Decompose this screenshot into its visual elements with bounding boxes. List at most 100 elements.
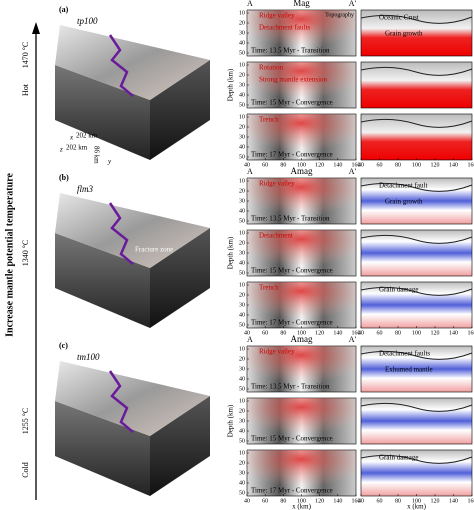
column-title: Mag (293, 0, 310, 8)
property-note: Oceanic Crust (379, 14, 419, 22)
y-tick-label: 50 (239, 154, 245, 160)
x-tick-label: 80 (395, 330, 401, 336)
x-tick-label: 100 (297, 330, 306, 336)
y-tick-label: 40 (239, 428, 245, 434)
y-tick-label: 40 (239, 376, 245, 382)
topography (360, 454, 473, 464)
y-tick-label: 10 (239, 114, 245, 120)
block-side (150, 60, 210, 160)
y-tick-label: 50 (239, 490, 245, 496)
section-end: A' (349, 0, 357, 8)
corner-note: Topography (325, 12, 354, 18)
y-tick-label: 40 (239, 312, 245, 318)
topography (360, 286, 473, 296)
scale-length: 202 km (76, 132, 98, 140)
strain-fan (247, 450, 356, 496)
section-note: Rotation (259, 64, 284, 72)
block-front (55, 401, 150, 496)
section-note: Trench (259, 116, 279, 124)
block-side (150, 396, 210, 496)
y-tick-label: 50 (239, 218, 245, 224)
column-title: Amag (291, 334, 313, 344)
y-tick-label: 50 (239, 438, 245, 444)
x-tick-label: 160 (352, 498, 361, 504)
time-label: Time: 15 Myr - Convergence (251, 99, 333, 107)
y-tick-label: 30 (239, 134, 245, 140)
hot-label: Hot (21, 83, 30, 96)
section-note: Ridge valley (259, 180, 295, 188)
section-end: A' (349, 167, 357, 176)
y-tick-label: 10 (239, 178, 245, 184)
y-tick-label: 50 (239, 102, 245, 108)
y-tick-label: 10 (239, 230, 245, 236)
x-tick-label: 40 (244, 498, 250, 504)
block-top (55, 25, 210, 100)
section-end: A' (349, 335, 357, 344)
property-note: Grain growth (385, 198, 423, 206)
y-tick-label: 30 (239, 302, 245, 308)
y-tick-label: 10 (239, 62, 245, 68)
block-front (55, 65, 150, 160)
y-tick-label: 30 (239, 470, 245, 476)
scale-axis: z (59, 146, 63, 154)
x-tick-label: 40 (244, 162, 250, 168)
x-tick-label: 60 (377, 498, 383, 504)
y-tick-label: 30 (239, 30, 245, 36)
x-tick-label: 40 (358, 498, 364, 504)
y-tick-label: 30 (239, 418, 245, 424)
section-note: Ridge valley (259, 12, 295, 20)
time-label: Time: 17 Myr - Convergence (251, 151, 333, 159)
section-note: Trench (259, 284, 279, 292)
plate-boundary (108, 34, 134, 97)
y-tick-label: 50 (239, 386, 245, 392)
y-tick-label: 40 (239, 144, 245, 150)
y-tick-label: 10 (239, 10, 245, 16)
property-panel (360, 281, 473, 329)
property-note: Detachment fault (379, 182, 427, 190)
x-tick-label: 140 (449, 498, 458, 504)
temperature-label: 1340 °C (21, 240, 30, 267)
x-tick-label: 60 (377, 162, 383, 168)
property-note: Grain damage (379, 286, 418, 294)
x-tick-label: 60 (262, 162, 268, 168)
x-tick-label: 40 (358, 330, 364, 336)
strain-fan (247, 10, 356, 56)
topography (360, 350, 473, 360)
time-label: Time: 15 Myr - Convergence (251, 435, 333, 443)
strain-fan (247, 346, 356, 392)
property-panel (360, 345, 473, 393)
y-axis-label: Depth (km) (227, 68, 235, 101)
time-label: Time: 15 Myr - Convergence (251, 267, 333, 275)
block-front (55, 233, 150, 328)
temperature-label: 1470 °C (21, 42, 30, 69)
topography (360, 14, 473, 24)
block-top (55, 361, 210, 436)
time-label: Time: 17 Myr - Convergence (251, 487, 333, 495)
x-tick-label: 160 (468, 162, 474, 168)
x-tick-label: 120 (431, 330, 440, 336)
property-panel (360, 449, 473, 497)
x-tick-label: 100 (412, 330, 421, 336)
y-tick-label: 50 (239, 322, 245, 328)
panel-label: (b) (59, 173, 69, 182)
property-note: Grain growth (385, 30, 423, 38)
x-tick-label: 80 (280, 162, 286, 168)
property-panel (360, 177, 473, 225)
time-label: Time: 13.5 Myr - Transition (251, 215, 330, 223)
y-tick-label: 10 (239, 450, 245, 456)
x-tick-label: 100 (412, 498, 421, 504)
x-tick-label: 160 (468, 330, 474, 336)
property-panel (360, 61, 473, 109)
model-name: flm3 (77, 184, 94, 194)
x-tick-label: 40 (244, 330, 250, 336)
x-tick-label: 120 (315, 330, 324, 336)
scale-depth: 86 km (92, 146, 100, 164)
x-tick-label: 60 (262, 330, 268, 336)
strain-fan (247, 230, 356, 276)
y-tick-label: 20 (239, 460, 245, 466)
x-tick-label: 160 (352, 330, 361, 336)
model-name: tm100 (77, 352, 100, 362)
y-tick-label: 50 (239, 50, 245, 56)
strain-fan (247, 114, 356, 160)
block-side (150, 228, 210, 328)
